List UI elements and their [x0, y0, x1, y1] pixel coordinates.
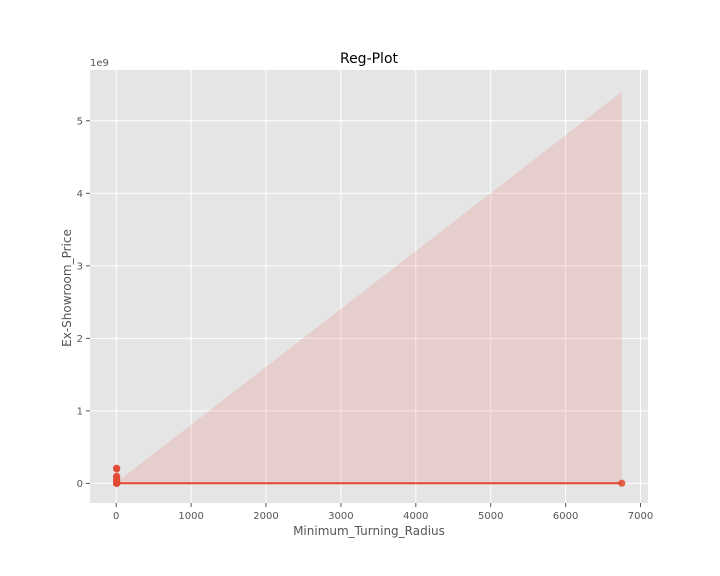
data-point: [113, 478, 121, 487]
x-tick-label: 3000: [328, 511, 353, 522]
data-point: [618, 479, 626, 487]
plot-area: [90, 70, 648, 503]
x-tick-label: 5000: [478, 511, 503, 522]
chart-title: Reg-Plot: [340, 51, 399, 67]
confidence-band-layer: [116, 91, 622, 484]
x-tick-label: 0: [113, 511, 119, 522]
y-axis-offset-label: 1e9: [90, 58, 109, 69]
x-axis-title: Minimum_Turning_Radius: [293, 524, 445, 538]
x-tick-label: 4000: [403, 511, 428, 522]
data-point: [113, 464, 121, 472]
x-tick-label: 2000: [253, 511, 278, 522]
x-tick-label: 6000: [553, 511, 578, 522]
data-point: [113, 472, 121, 480]
y-axis-title: Ex-Showroom_Price: [60, 229, 74, 347]
scatter-points-layer: [112, 464, 626, 487]
y-tick-label: 1: [77, 406, 83, 417]
y-tick-label: 0: [77, 479, 83, 490]
y-tick-label: 5: [77, 116, 83, 127]
x-tick-label: 7000: [628, 511, 653, 522]
y-tick-label: 4: [77, 189, 83, 200]
x-tick-label: 1000: [178, 511, 203, 522]
x-axis-ticks: 0 1000 2000 3000 4000 5000 6000 7000: [113, 503, 653, 522]
confidence-band: [116, 91, 622, 484]
y-tick-label: 3: [77, 261, 83, 272]
y-axis-ticks: 0 1 2 3 4 5: [77, 116, 90, 490]
y-tick-label: 2: [77, 334, 83, 345]
